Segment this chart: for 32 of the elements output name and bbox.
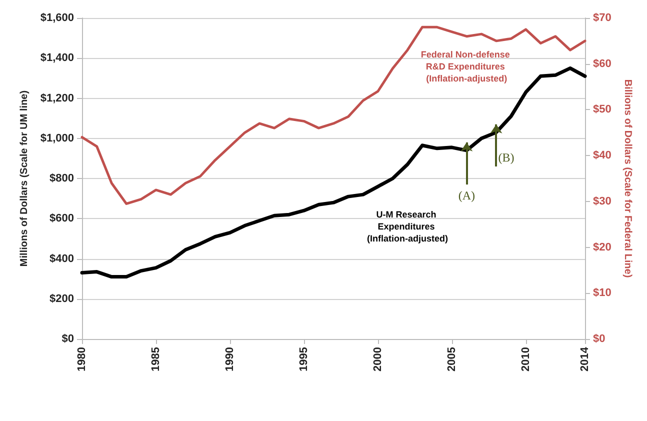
annotation: (B) [498,150,514,164]
y2-tick-label: $50 [593,104,612,116]
y2-tick-label: $30 [593,195,612,208]
y2-tick-label: $10 [593,287,612,300]
series-label: U-M Research Expenditures (Inflation-adjusted) [366,209,448,244]
y2-tick-label: $40 [593,150,612,162]
y-tick-label: $1,600 [40,12,74,24]
x-tick-label: 2010 [520,347,532,372]
y-tick-label: $800 [50,172,74,184]
y2-tick-label: $20 [593,241,612,254]
y-tick-label: $600 [50,212,74,225]
y-tick-label: $1,400 [40,52,74,64]
y-tick-label: $0 [62,333,74,345]
x-tick-label: 2014 [579,346,591,372]
annotation: (A) [458,188,475,203]
y2-tick-label: $70 [593,12,612,24]
y2-tick-label: $0 [593,333,606,345]
x-tick-label: 1980 [76,347,88,372]
series-label: Federal Non-defense R&D Expenditures (Inflation-adjusted) [420,49,512,84]
y2-axis-title: Billions of Dollars (Scale for Federal Line) [622,79,633,278]
y-tick-label: $1,200 [40,92,74,104]
x-tick-label: 1985 [150,347,162,372]
y-axis-title: Millions of Dollars (Scale for UM line) [18,90,30,267]
x-tick-label: 1995 [298,347,310,372]
y-tick-label: $400 [50,252,74,265]
line-series [80,26,586,205]
x-tick-label: 1990 [224,347,236,372]
y2-tick-label: $60 [593,58,612,70]
x-tick-label: 2005 [446,347,458,372]
x-tick-label: 2000 [372,347,384,372]
y-tick-label: $1,000 [40,132,74,144]
y-tick-label: $200 [50,292,74,305]
